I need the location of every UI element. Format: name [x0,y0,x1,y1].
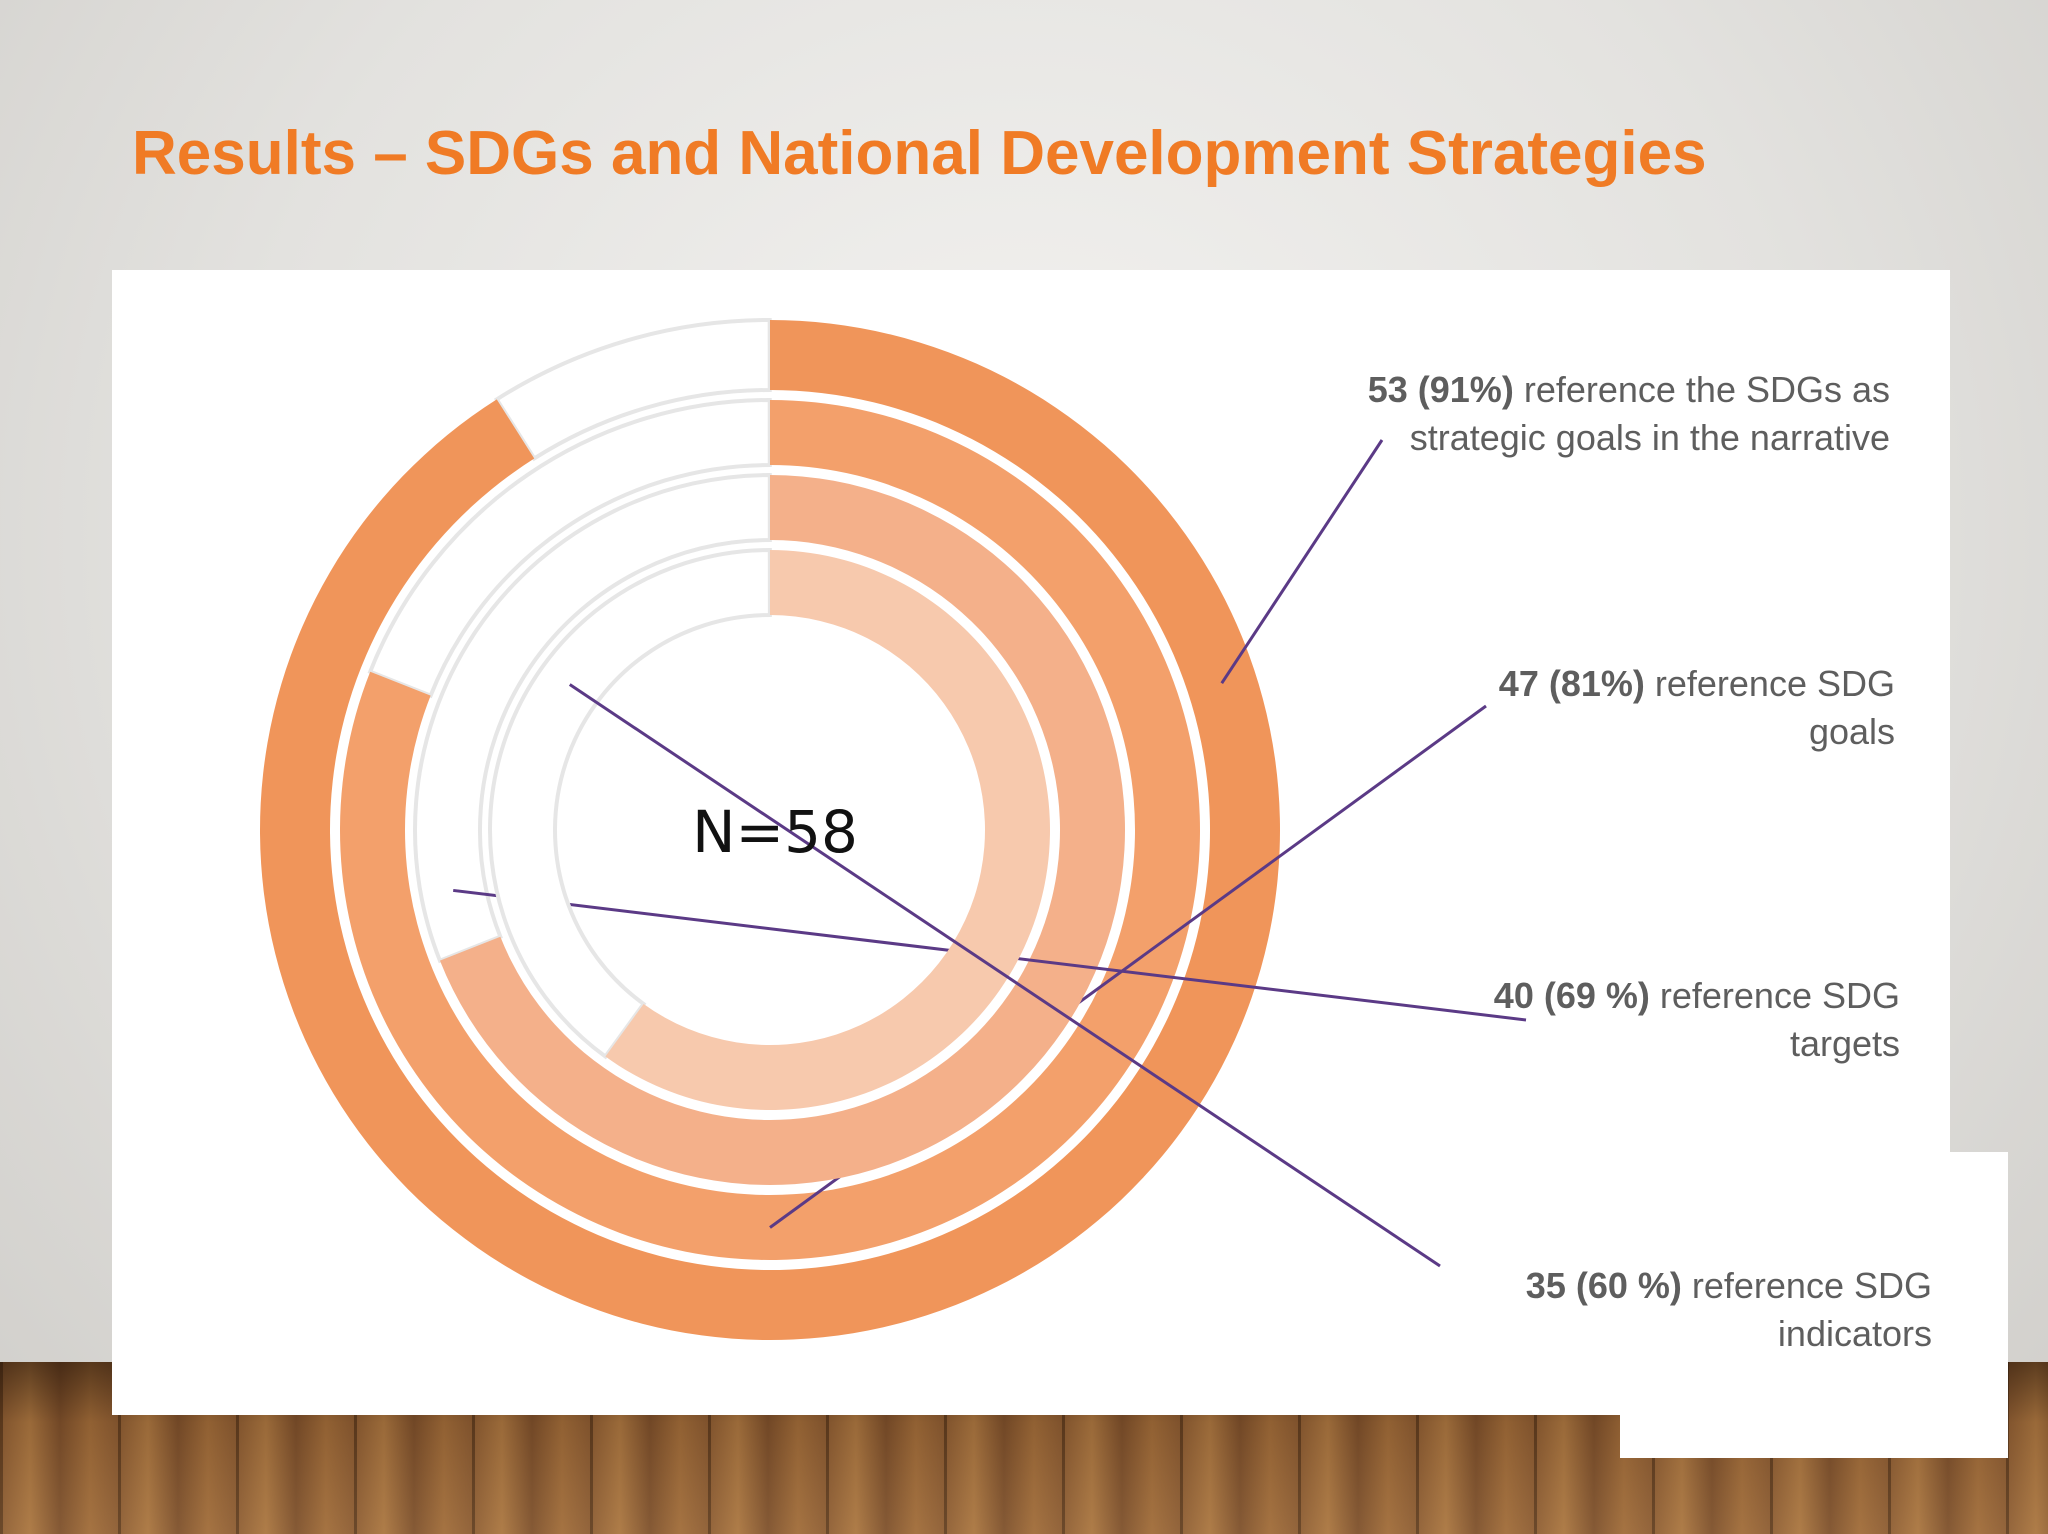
slide-title: Results – SDGs and National Development … [132,119,1707,188]
leader-line-1 [1220,439,1384,685]
series-label-3-count: 40 (69 %) [1493,975,1650,1016]
series-label-2-text: reference SDG goals [1654,663,1895,752]
series-label-3: 40 (69 %) reference SDG targets [1400,972,1900,1068]
series-label-1-count: 53 (91%) [1367,369,1514,410]
series-label-1: 53 (91%) reference the SDGs as strategic… [1300,366,1890,462]
ring-track-4 [488,547,772,1060]
series-label-2: 47 (81%) reference SDG goals [1420,660,1895,756]
ring-track-2 [367,397,772,699]
series-label-2-count: 47 (81%) [1498,663,1645,704]
leader-line-4 [568,683,1441,1268]
ring-track-3 [413,472,772,964]
ring-track-1 [493,317,772,462]
series-label-4: 35 (60 %) reference SDG indicators [1430,1262,1932,1358]
series-label-1-text: reference the SDGs as strategic goals in… [1409,369,1890,458]
ring-bar-4 [605,550,1050,1110]
series-label-4-text: reference SDG indicators [1691,1265,1932,1354]
total-count-label: N=58 [692,798,858,866]
chart-panel-extension [1620,1152,2008,1458]
series-label-4-count: 35 (60 %) [1525,1265,1682,1306]
series-label-3-text: reference SDG targets [1659,975,1900,1064]
